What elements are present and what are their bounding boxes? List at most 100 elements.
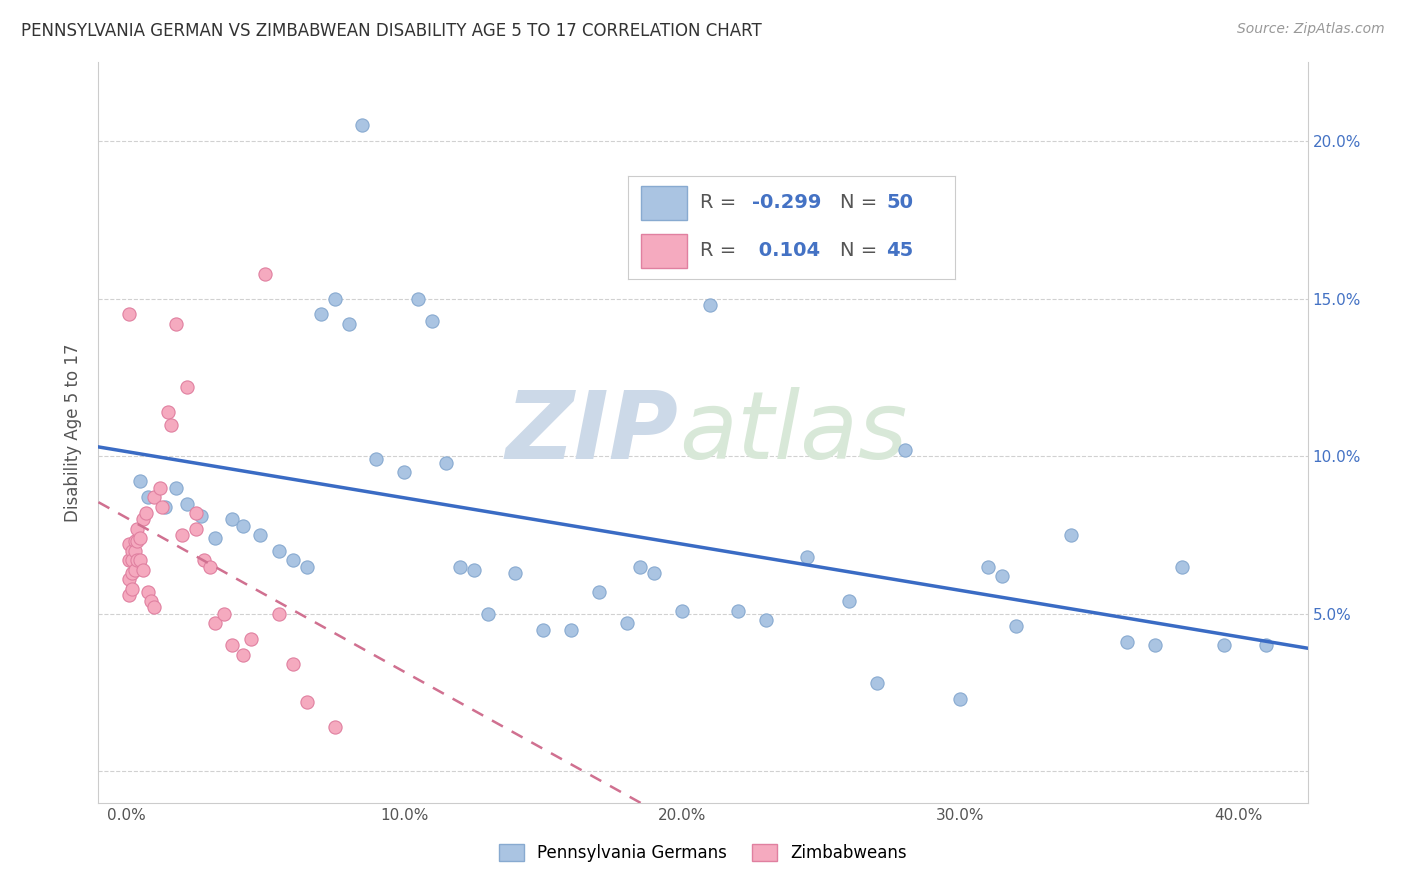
Point xyxy=(1143,638,1166,652)
Point xyxy=(127,553,149,567)
Point xyxy=(269,607,291,621)
Point xyxy=(754,613,776,627)
Point xyxy=(420,314,443,328)
Point xyxy=(124,534,146,549)
Point xyxy=(121,566,143,580)
Point xyxy=(392,465,415,479)
Point xyxy=(121,543,143,558)
Text: R =: R = xyxy=(700,242,742,260)
Point xyxy=(630,559,652,574)
Point xyxy=(232,518,254,533)
Point xyxy=(949,691,972,706)
Point xyxy=(190,509,212,524)
Point xyxy=(132,512,155,526)
Point xyxy=(1060,528,1083,542)
Point xyxy=(727,604,749,618)
Point xyxy=(159,417,181,432)
FancyBboxPatch shape xyxy=(641,186,686,220)
Point xyxy=(143,600,166,615)
Point xyxy=(127,522,149,536)
Point xyxy=(138,490,160,504)
Point xyxy=(153,500,176,514)
Point xyxy=(269,543,291,558)
Point xyxy=(165,481,187,495)
Point xyxy=(309,308,332,322)
Text: R =: R = xyxy=(700,193,742,212)
Point xyxy=(118,572,141,586)
Point xyxy=(127,534,149,549)
Point xyxy=(1213,638,1236,652)
Point xyxy=(249,528,271,542)
Point xyxy=(184,506,207,520)
Point xyxy=(323,292,346,306)
Point xyxy=(135,506,157,520)
Y-axis label: Disability Age 5 to 17: Disability Age 5 to 17 xyxy=(65,343,83,522)
Point xyxy=(165,317,187,331)
Point xyxy=(129,553,152,567)
Point xyxy=(337,317,360,331)
Point xyxy=(281,553,304,567)
Point xyxy=(560,623,582,637)
Text: PENNSYLVANIA GERMAN VS ZIMBABWEAN DISABILITY AGE 5 TO 17 CORRELATION CHART: PENNSYLVANIA GERMAN VS ZIMBABWEAN DISABI… xyxy=(21,22,762,40)
Point xyxy=(1254,638,1277,652)
Point xyxy=(176,380,198,394)
Point xyxy=(477,607,499,621)
Text: N =: N = xyxy=(841,193,884,212)
Point xyxy=(616,616,638,631)
Point xyxy=(138,584,160,599)
Point xyxy=(893,442,915,457)
Text: ZIP: ZIP xyxy=(506,386,679,479)
Point xyxy=(176,496,198,510)
Point xyxy=(531,623,554,637)
Point xyxy=(121,582,143,596)
Point xyxy=(254,267,277,281)
Point xyxy=(184,522,207,536)
Point xyxy=(295,559,318,574)
Point xyxy=(150,500,173,514)
Point xyxy=(124,543,146,558)
Point xyxy=(434,456,457,470)
Point xyxy=(281,657,304,672)
Point xyxy=(118,537,141,551)
Point xyxy=(121,553,143,567)
Point xyxy=(505,566,527,580)
Point xyxy=(1115,635,1137,649)
Point xyxy=(449,559,471,574)
FancyBboxPatch shape xyxy=(641,235,686,268)
Point xyxy=(977,559,1000,574)
Text: Source: ZipAtlas.com: Source: ZipAtlas.com xyxy=(1237,22,1385,37)
Point xyxy=(866,676,889,690)
Point xyxy=(991,569,1014,583)
Point xyxy=(124,563,146,577)
Point xyxy=(118,553,141,567)
Point xyxy=(323,720,346,734)
Text: 50: 50 xyxy=(886,193,914,212)
Point xyxy=(170,528,193,542)
Text: atlas: atlas xyxy=(679,387,907,478)
Point xyxy=(796,550,818,565)
Point xyxy=(204,616,226,631)
Text: N =: N = xyxy=(841,242,884,260)
Point xyxy=(1171,559,1194,574)
Point xyxy=(204,531,226,545)
Point xyxy=(118,588,141,602)
Point xyxy=(838,594,860,608)
Point xyxy=(1004,619,1026,633)
Point xyxy=(352,119,374,133)
Text: 45: 45 xyxy=(886,242,914,260)
Point xyxy=(156,405,179,419)
Point xyxy=(221,512,243,526)
Point xyxy=(129,531,152,545)
Point xyxy=(221,638,243,652)
Point xyxy=(232,648,254,662)
Point xyxy=(366,452,388,467)
Point xyxy=(212,607,235,621)
Point xyxy=(643,566,665,580)
Text: -0.299: -0.299 xyxy=(752,193,821,212)
Point xyxy=(406,292,429,306)
Point xyxy=(588,584,610,599)
Point xyxy=(699,298,721,312)
Point xyxy=(295,695,318,709)
Point xyxy=(118,308,141,322)
Text: 0.104: 0.104 xyxy=(752,242,820,260)
